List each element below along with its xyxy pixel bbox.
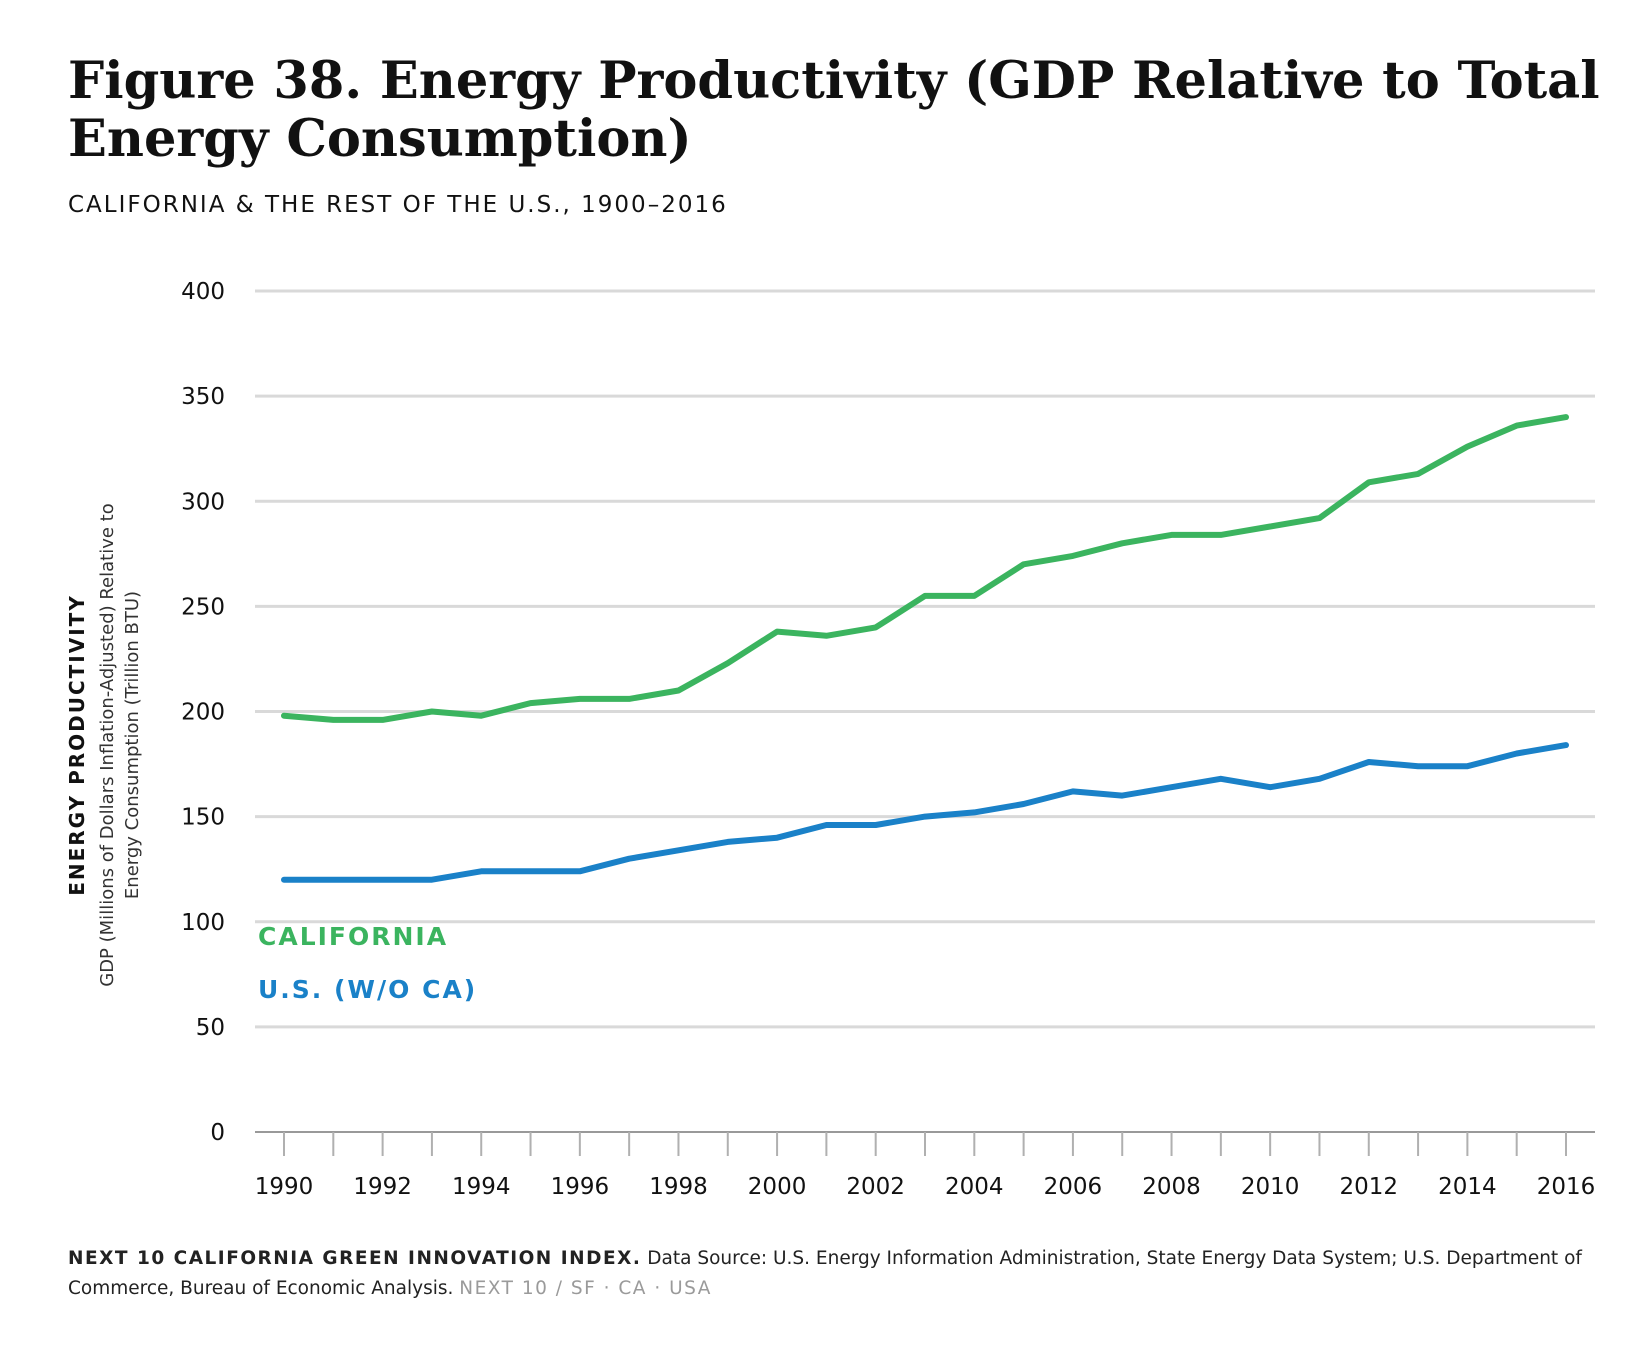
x-tick-label: 2000 [748,1174,807,1200]
x-tick-label: 1998 [649,1174,708,1200]
x-tick-label: 1994 [452,1174,511,1200]
y-tick-label: 50 [196,1015,225,1041]
y-tick-label: 150 [181,805,225,831]
y-tick-label: 0 [210,1120,225,1146]
y-tick-label: 400 [181,279,225,305]
y-axis-title: ENERGY PRODUCTIVITY [65,594,89,896]
page-title: Figure 38. Energy Productivity (GDP Rela… [68,51,1600,169]
us-without-ca-series-line [281,742,1569,883]
x-tick-label: 2008 [1142,1174,1201,1200]
footer-brand: NEXT 10 / SF · CA · USA [459,1278,712,1299]
series-lines [281,414,1569,883]
chart-subtitle: CALIFORNIA & THE REST OF THE U.S., 1900–… [68,192,728,218]
x-axis-ticks: 1990 1992 1994 1996 1998 2000 2002 2004 2006 2008… [255,1174,1596,1200]
legend-us-without-ca: U.S. (W/O CA) [258,975,477,1004]
x-tick-label: 2004 [945,1174,1004,1200]
x-tick-label: 2012 [1339,1174,1398,1200]
chart-footer: NEXT 10 CALIFORNIA GREEN INNOVATION INDE… [68,1244,1588,1304]
y-tick-label: 350 [181,384,225,410]
y-tick-label: 200 [181,700,225,726]
x-tick-label: 2010 [1241,1174,1300,1200]
x-tick-label: 2016 [1537,1174,1596,1200]
footer-source-text: Data Source: U.S. Energy Information Adm… [68,1248,1582,1299]
california-series-line [281,414,1569,723]
x-axis-tick-marks [283,1132,1567,1156]
x-tick-label: 2006 [1044,1174,1103,1200]
y-axis-ticks: 0 50 100 150 200 250 300 350 400 [181,279,225,1146]
footer-source-title: NEXT 10 CALIFORNIA GREEN INNOVATION INDE… [68,1248,642,1269]
y-axis-label-group: ENERGY PRODUCTIVITY GDP (Millions of Dol… [65,503,143,987]
x-tick-label: 2002 [846,1174,905,1200]
legend-california: CALIFORNIA [258,922,448,951]
grid-lines [255,289,1595,1029]
x-tick-label: 1990 [255,1174,314,1200]
y-tick-label: 250 [181,594,225,620]
y-tick-label: 100 [181,910,225,936]
x-tick-label: 1996 [551,1174,610,1200]
x-tick-label: 2014 [1438,1174,1497,1200]
y-tick-label: 300 [181,489,225,515]
y-axis-subtitle-line-2: Energy Consumption (Trillion BTU) [122,591,143,899]
x-tick-label: 1992 [353,1174,412,1200]
y-axis-subtitle-line-1: GDP (Millions of Dollars Inflation-Adjus… [97,503,118,987]
